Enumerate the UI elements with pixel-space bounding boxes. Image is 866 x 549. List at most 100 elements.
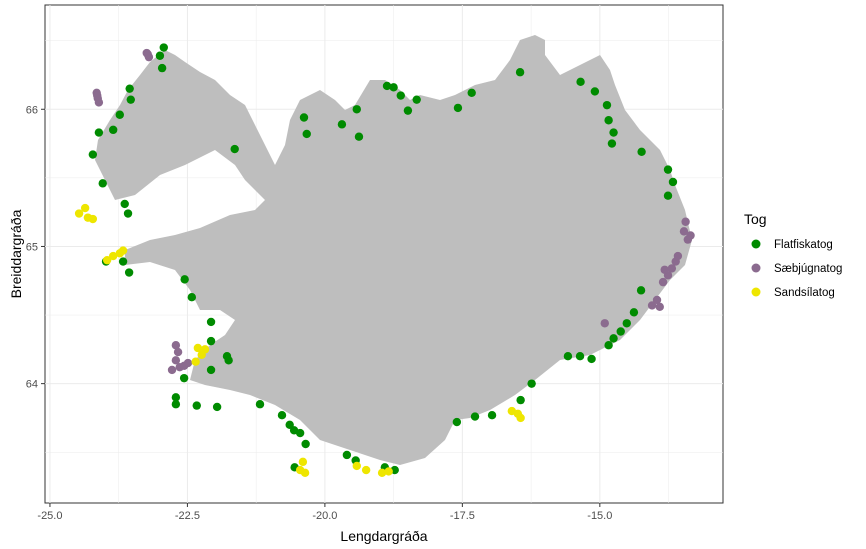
point-flatfiskatog (342, 450, 352, 460)
point-flatfiskatog (515, 68, 525, 77)
point-flatfiskatog (663, 191, 673, 200)
point-flatfiskatog (403, 106, 413, 115)
x-tick-label: -17.5 (450, 510, 475, 522)
point-flatfiskatog (616, 327, 625, 336)
point-flatfiskatog (94, 128, 104, 137)
point-flatfiskatog (337, 120, 347, 129)
point-sæbjúgnatog (647, 301, 657, 310)
point-sandsílatog (102, 255, 112, 265)
point-sæbjúgnatog (679, 227, 689, 236)
point-flatfiskatog (187, 293, 197, 302)
point-flatfiskatog (629, 308, 639, 317)
point-sæbjúgnatog (167, 365, 177, 375)
x-axis-label: Lengdargráða (340, 528, 427, 544)
point-flatfiskatog (302, 129, 311, 139)
point-sandsílatog (200, 345, 210, 354)
point-sandsílatog (80, 203, 90, 213)
point-sandsílatog (191, 357, 200, 366)
point-flatfiskatog (604, 116, 613, 125)
point-sæbjúgnatog (600, 319, 609, 328)
point-flatfiskatog (159, 43, 168, 52)
point-flatfiskatog (663, 165, 673, 174)
x-tick-label: -22.5 (175, 510, 200, 522)
point-flatfiskatog (120, 199, 129, 209)
point-flatfiskatog (470, 412, 480, 421)
legend-label: Flatfiskatog (774, 239, 833, 251)
point-sæbjúgnatog (660, 265, 669, 274)
point-flatfiskatog (576, 77, 585, 87)
point-flatfiskatog (575, 352, 585, 361)
point-flatfiskatog (88, 150, 98, 159)
point-sæbjúgnatog (686, 231, 695, 240)
point-sæbjúgnatog (681, 217, 690, 226)
point-flatfiskatog (180, 275, 189, 284)
point-flatfiskatog (206, 317, 216, 327)
point-sandsílatog (295, 465, 305, 475)
point-flatfiskatog (206, 365, 216, 375)
point-sandsílatog (108, 251, 118, 261)
point-flatfiskatog (637, 147, 646, 156)
x-axis: -25.0 -22.5 -20.0 -17.5 -15.0 (37, 503, 612, 522)
point-sandsílatog (516, 413, 525, 423)
x-tick-label: -15.0 (587, 510, 612, 522)
point-flatfiskatog (295, 428, 305, 438)
point-flatfiskatog (123, 209, 133, 218)
points-layer (74, 43, 695, 478)
point-flatfiskatog (590, 87, 600, 96)
point-sæbjúgnatog (94, 98, 104, 107)
legend-key (751, 263, 761, 273)
point-flatfiskatog (487, 410, 497, 420)
point-flatfiskatog (516, 395, 525, 405)
point-sæbjúgnatog (179, 361, 189, 371)
point-flatfiskatog (453, 103, 463, 113)
iceland-landmass (95, 35, 692, 465)
legend: Flatfiskatog Sæbjúgnatog Sandsílatog (751, 239, 842, 299)
point-flatfiskatog (125, 84, 134, 93)
point-flatfiskatog (171, 400, 181, 409)
point-flatfiskatog (255, 400, 265, 409)
y-axis: 64 65 66 (26, 104, 45, 391)
legend-key (751, 287, 761, 297)
point-flatfiskatog (171, 393, 181, 402)
point-flatfiskatog (527, 379, 536, 388)
point-flatfiskatog (354, 132, 364, 141)
point-flatfiskatog (108, 125, 118, 135)
point-flatfiskatog (230, 144, 239, 154)
point-flatfiskatog (668, 177, 678, 187)
point-flatfiskatog (609, 334, 618, 343)
point-sæbjúgnatog (171, 341, 181, 350)
point-sæbjúgnatog (673, 251, 683, 261)
point-flatfiskatog (396, 91, 405, 100)
point-flatfiskatog (115, 110, 124, 119)
point-flatfiskatog (636, 286, 646, 295)
point-sandsílatog (384, 467, 393, 476)
legend-title: Tog (744, 211, 767, 227)
point-sandsílatog (298, 457, 308, 467)
point-flatfiskatog (609, 128, 618, 137)
point-flatfiskatog (622, 319, 631, 328)
point-flatfiskatog (206, 336, 216, 346)
point-flatfiskatog (126, 95, 135, 104)
point-flatfiskatog (157, 63, 167, 73)
point-flatfiskatog (192, 401, 201, 410)
point-flatfiskatog (602, 100, 612, 110)
point-flatfiskatog (118, 257, 128, 266)
legend-label: Sæbjúgnatog (774, 263, 842, 275)
point-flatfiskatog (467, 88, 476, 98)
point-sandsílatog (361, 465, 371, 475)
x-tick-label: -25.0 (37, 510, 62, 522)
point-flatfiskatog (301, 439, 310, 449)
y-tick-label: 65 (26, 241, 38, 253)
point-flatfiskatog (277, 410, 287, 420)
point-flatfiskatog (98, 179, 107, 188)
point-flatfiskatog (587, 354, 596, 364)
point-flatfiskatog (412, 95, 421, 104)
point-sandsílatog (193, 343, 203, 353)
point-sandsílatog (118, 246, 128, 255)
y-tick-label: 64 (26, 379, 38, 391)
point-flatfiskatog (382, 81, 392, 91)
y-tick-label: 66 (26, 104, 38, 116)
point-sandsílatog (88, 214, 98, 224)
